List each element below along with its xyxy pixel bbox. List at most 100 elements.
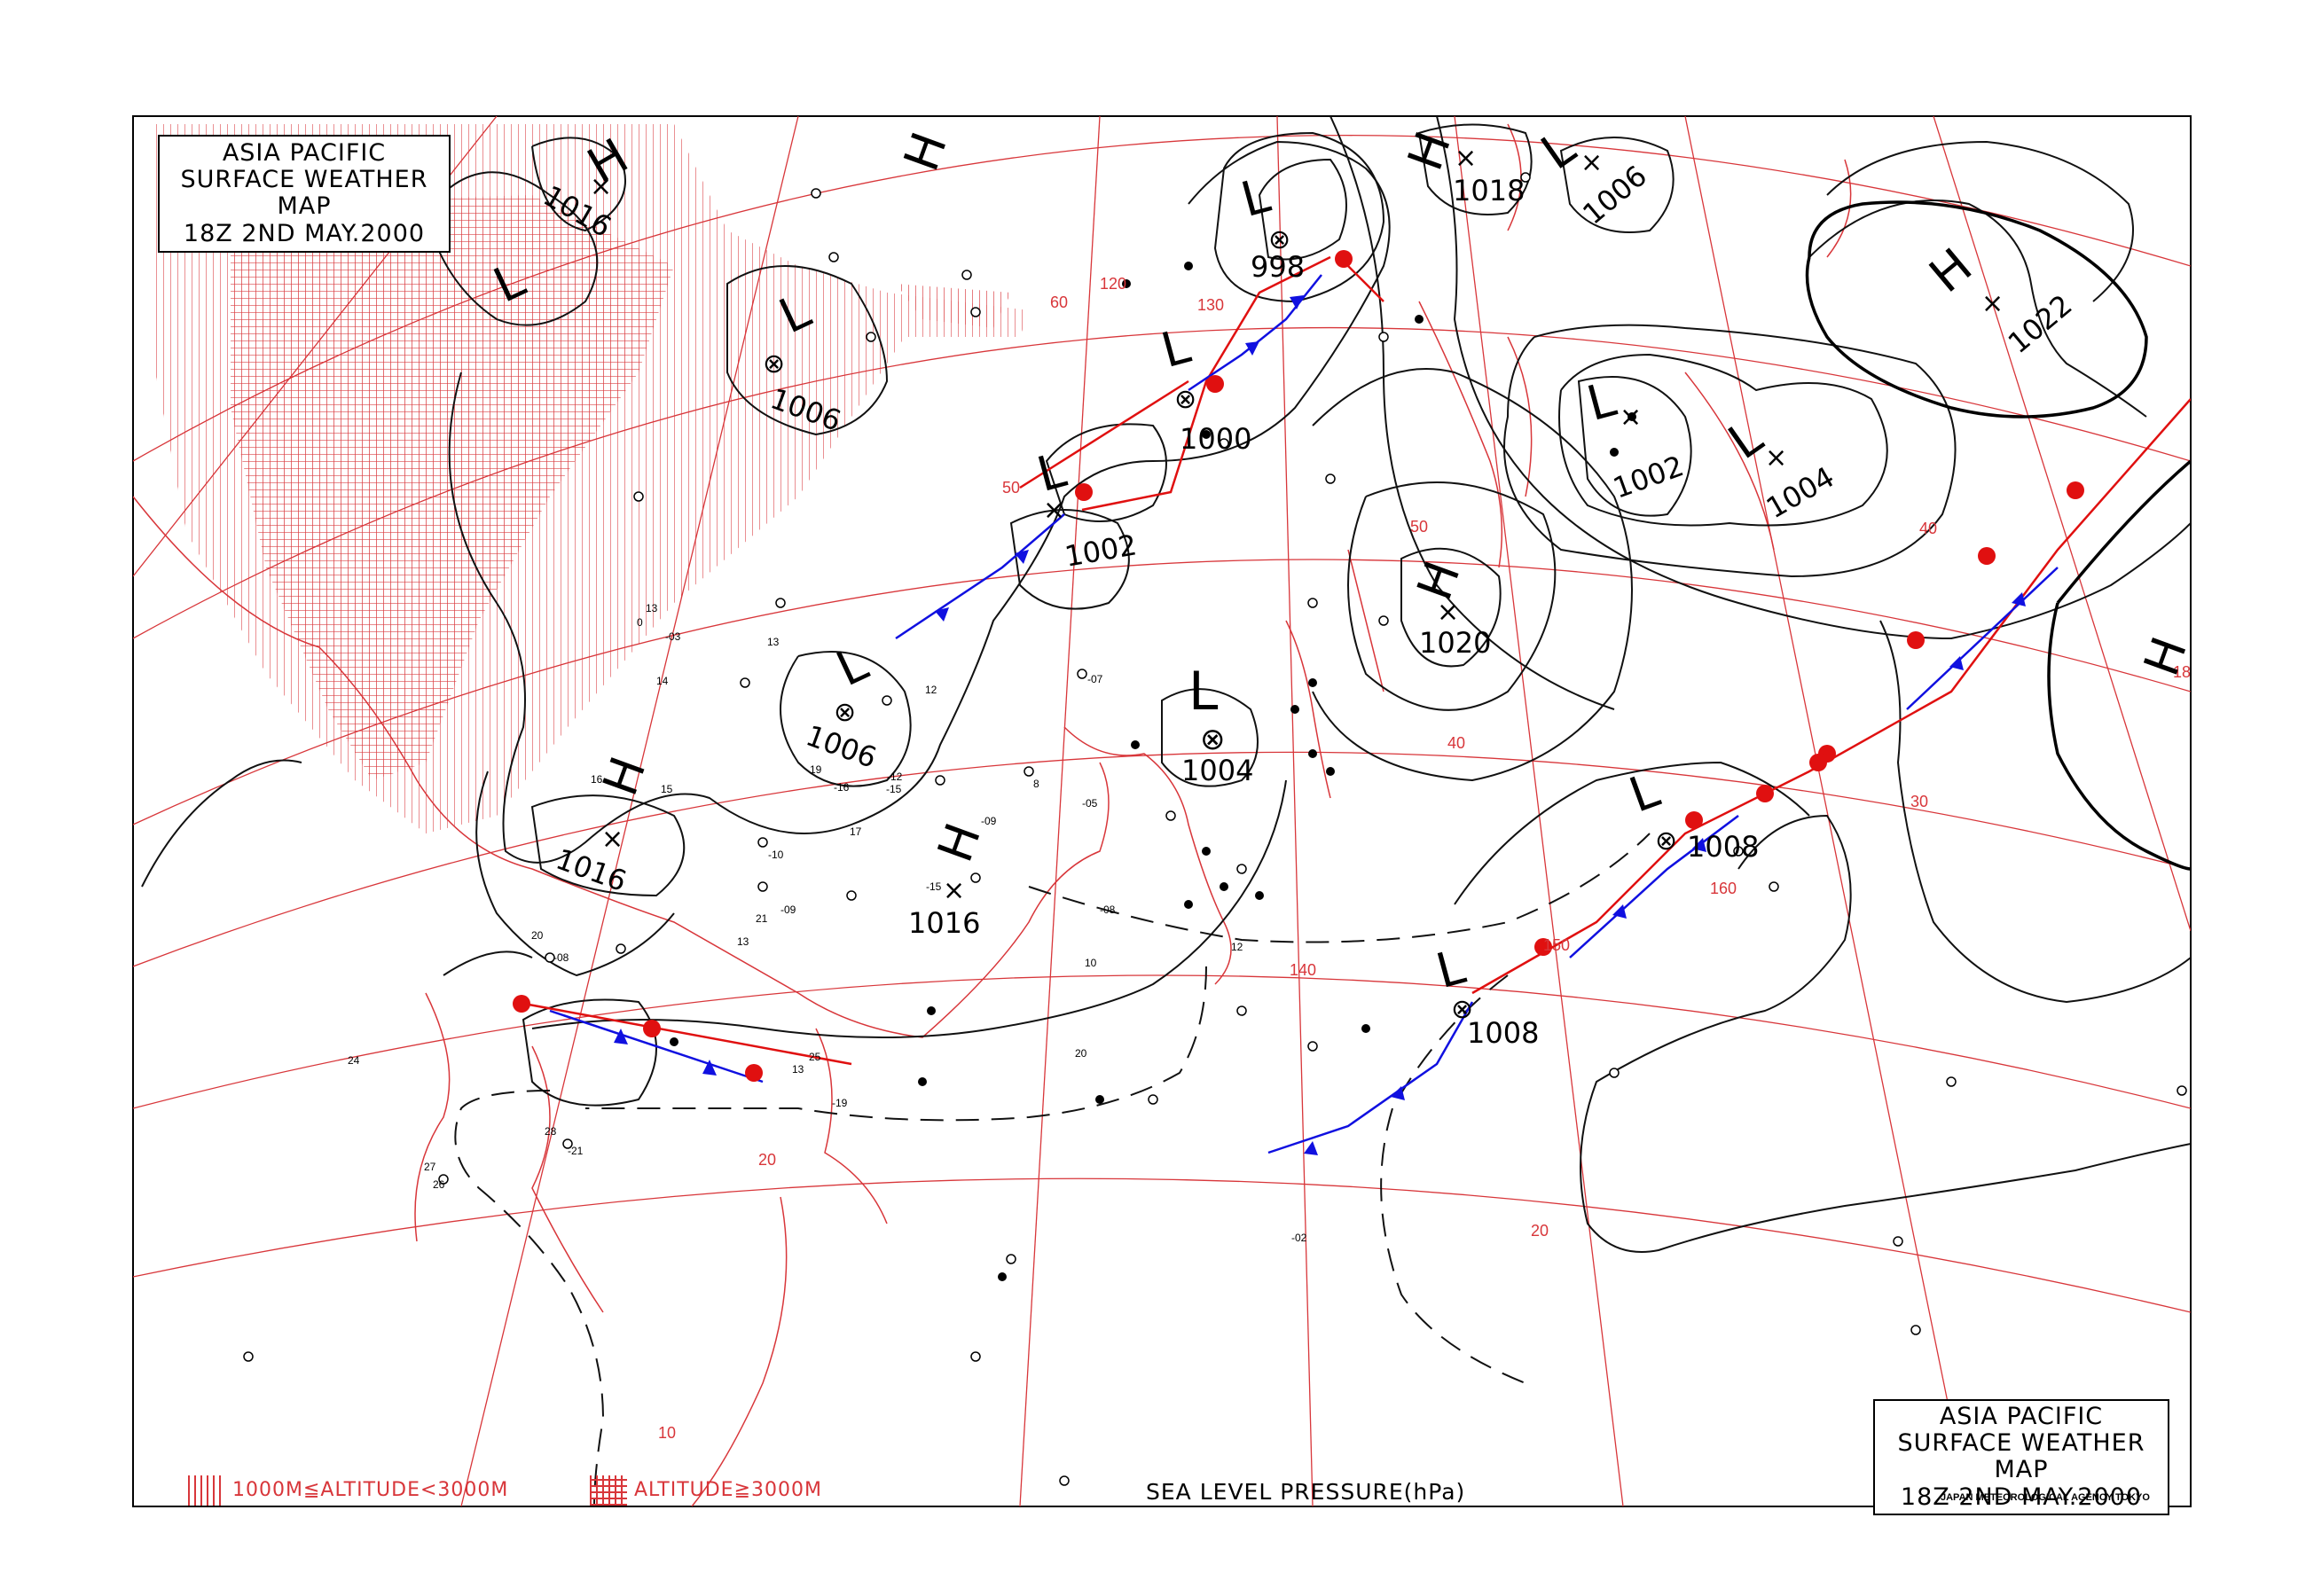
lon-label-140: 140 bbox=[1290, 961, 1316, 979]
isobars-dashed bbox=[454, 833, 1651, 1506]
title-line-1: ASIA PACIFIC bbox=[1939, 1403, 2104, 1430]
lat-label-40: 40 bbox=[1447, 734, 1465, 752]
svg-text:×: × bbox=[1437, 597, 1459, 628]
svg-text:26: 26 bbox=[433, 1178, 445, 1191]
svg-text:8: 8 bbox=[1033, 778, 1039, 790]
svg-text:⊗: ⊗ bbox=[1174, 384, 1196, 415]
svg-text:20: 20 bbox=[1075, 1047, 1087, 1060]
lat-label-50: 50 bbox=[1410, 518, 1428, 536]
lat-label-20: 20 bbox=[758, 1151, 776, 1169]
svg-text:-15: -15 bbox=[886, 783, 902, 795]
svg-text:-19: -19 bbox=[832, 1097, 848, 1109]
svg-text:×: × bbox=[1981, 288, 2004, 319]
title-line-3: 18Z 2ND MAY.2000 bbox=[183, 219, 426, 247]
svg-text:1004: 1004 bbox=[1181, 754, 1253, 787]
svg-text:-09: -09 bbox=[981, 815, 997, 827]
svg-text:25: 25 bbox=[809, 1051, 821, 1063]
svg-text:998: 998 bbox=[1251, 250, 1305, 284]
front-symbols bbox=[513, 250, 2084, 1155]
svg-text:⊗: ⊗ bbox=[763, 348, 785, 379]
svg-text:-05: -05 bbox=[1082, 797, 1098, 810]
svg-text:-07: -07 bbox=[1087, 673, 1103, 685]
svg-text:0: 0 bbox=[637, 616, 643, 629]
svg-text:1008: 1008 bbox=[1467, 1016, 1539, 1050]
title-line-1: ASIA PACIFIC bbox=[222, 139, 387, 167]
svg-text:-15: -15 bbox=[926, 880, 942, 893]
legend-low-altitude: 1000M≦ALTITUDE<3000M bbox=[232, 1479, 509, 1501]
svg-text:16: 16 bbox=[591, 773, 603, 786]
high-pressure-1016-c: H × 1016 bbox=[908, 816, 992, 940]
svg-text:1016: 1016 bbox=[908, 906, 980, 940]
map-title-bottom-right: ASIA PACIFIC SURFACE WEATHER MAP 18Z 2ND… bbox=[1873, 1399, 2169, 1515]
legend-high-altitude: ALTITUDE≧3000M bbox=[634, 1479, 822, 1501]
svg-text:-02: -02 bbox=[1291, 1232, 1307, 1244]
isobars bbox=[141, 116, 2191, 1253]
station-numbers: 13 0 -03 14 -16 19 20 -08 21 13 -15 17 1… bbox=[348, 602, 1307, 1244]
svg-text:10: 10 bbox=[1085, 957, 1097, 969]
svg-text:-03: -03 bbox=[665, 630, 681, 643]
high-pressure-1020: H × 1020 bbox=[1406, 554, 1491, 660]
svg-text:×: × bbox=[1620, 402, 1642, 433]
low-pressure-1004-a: L ⊗ 1004 bbox=[1181, 661, 1253, 787]
grid-labels: 10 20 20 30 40 40 50 50 60 120 130 140 1… bbox=[658, 275, 2200, 1442]
title-line-2: SURFACE WEATHER MAP bbox=[1897, 1429, 2145, 1484]
svg-text:13: 13 bbox=[792, 1063, 804, 1076]
svg-text:19: 19 bbox=[810, 763, 822, 776]
svg-text:12: 12 bbox=[1231, 941, 1243, 953]
lat-label-10: 10 bbox=[658, 1424, 676, 1442]
svg-text:⊗: ⊗ bbox=[834, 697, 856, 728]
lat-label-60: 60 bbox=[1050, 293, 1068, 311]
svg-text:24: 24 bbox=[348, 1054, 360, 1067]
lon-label-160: 160 bbox=[1710, 880, 1737, 897]
svg-text:⊗: ⊗ bbox=[1655, 825, 1677, 857]
svg-text:15: 15 bbox=[661, 783, 673, 795]
station-plots bbox=[243, 172, 2187, 1486]
svg-text:×: × bbox=[1455, 143, 1477, 174]
cold-fronts bbox=[549, 274, 2059, 1154]
svg-text:⊗: ⊗ bbox=[1200, 722, 1226, 757]
svg-text:13: 13 bbox=[737, 935, 749, 948]
station-plots-filled bbox=[670, 262, 1636, 1281]
svg-text:28: 28 bbox=[545, 1125, 557, 1138]
map-title-top-left: ASIA PACIFIC SURFACE WEATHER MAP 18Z 2ND… bbox=[158, 135, 451, 253]
svg-text:1018: 1018 bbox=[1453, 174, 1525, 207]
svg-text:27: 27 bbox=[424, 1161, 436, 1173]
agency-credit: JAPAN METEOROLOGICAL AGENCY TOKYO bbox=[1941, 1492, 2150, 1503]
svg-text:17: 17 bbox=[850, 825, 862, 838]
isobars-thick bbox=[1805, 200, 2191, 871]
svg-text:20: 20 bbox=[531, 929, 544, 942]
svg-text:-21: -21 bbox=[568, 1145, 584, 1157]
svg-text:1000: 1000 bbox=[1180, 422, 1251, 456]
svg-text:14: 14 bbox=[656, 675, 669, 687]
svg-text:-08: -08 bbox=[553, 951, 569, 964]
graticule bbox=[133, 116, 2191, 1506]
svg-text:13: 13 bbox=[767, 636, 780, 648]
svg-text:21: 21 bbox=[756, 912, 768, 925]
svg-text:-09: -09 bbox=[780, 904, 796, 916]
svg-text:×: × bbox=[601, 824, 624, 855]
title-line-3: 18Z 2ND MAY.2000 bbox=[1900, 1483, 2143, 1511]
lon-label-180: 180 bbox=[2173, 663, 2200, 681]
svg-text:L: L bbox=[1188, 661, 1219, 723]
title-line-2: SURFACE WEATHER MAP bbox=[180, 166, 428, 221]
svg-text:×: × bbox=[1043, 495, 1065, 526]
svg-text:×: × bbox=[590, 171, 612, 202]
lat-label-20b: 20 bbox=[1531, 1222, 1549, 1240]
svg-text:×: × bbox=[1765, 442, 1787, 473]
svg-text:1008: 1008 bbox=[1687, 830, 1759, 864]
svg-text:-08: -08 bbox=[1100, 904, 1116, 916]
warm-fronts bbox=[514, 255, 2191, 1066]
svg-text:1020: 1020 bbox=[1419, 626, 1491, 660]
lat-label-40b: 40 bbox=[1919, 520, 1937, 537]
svg-text:×: × bbox=[943, 875, 965, 906]
lon-label-150: 150 bbox=[1543, 936, 1570, 954]
lat-label-50b: 50 bbox=[1002, 479, 1020, 497]
lat-label-30: 30 bbox=[1910, 793, 1928, 810]
svg-text:-16: -16 bbox=[834, 781, 850, 794]
sea-level-pressure-label: SEA LEVEL PRESSURE(hPa) bbox=[1146, 1479, 1466, 1505]
svg-text:⊗: ⊗ bbox=[1268, 224, 1290, 255]
legend-swatch-high bbox=[590, 1475, 627, 1506]
svg-text:×: × bbox=[1580, 147, 1603, 178]
svg-text:⊗: ⊗ bbox=[1451, 994, 1473, 1025]
